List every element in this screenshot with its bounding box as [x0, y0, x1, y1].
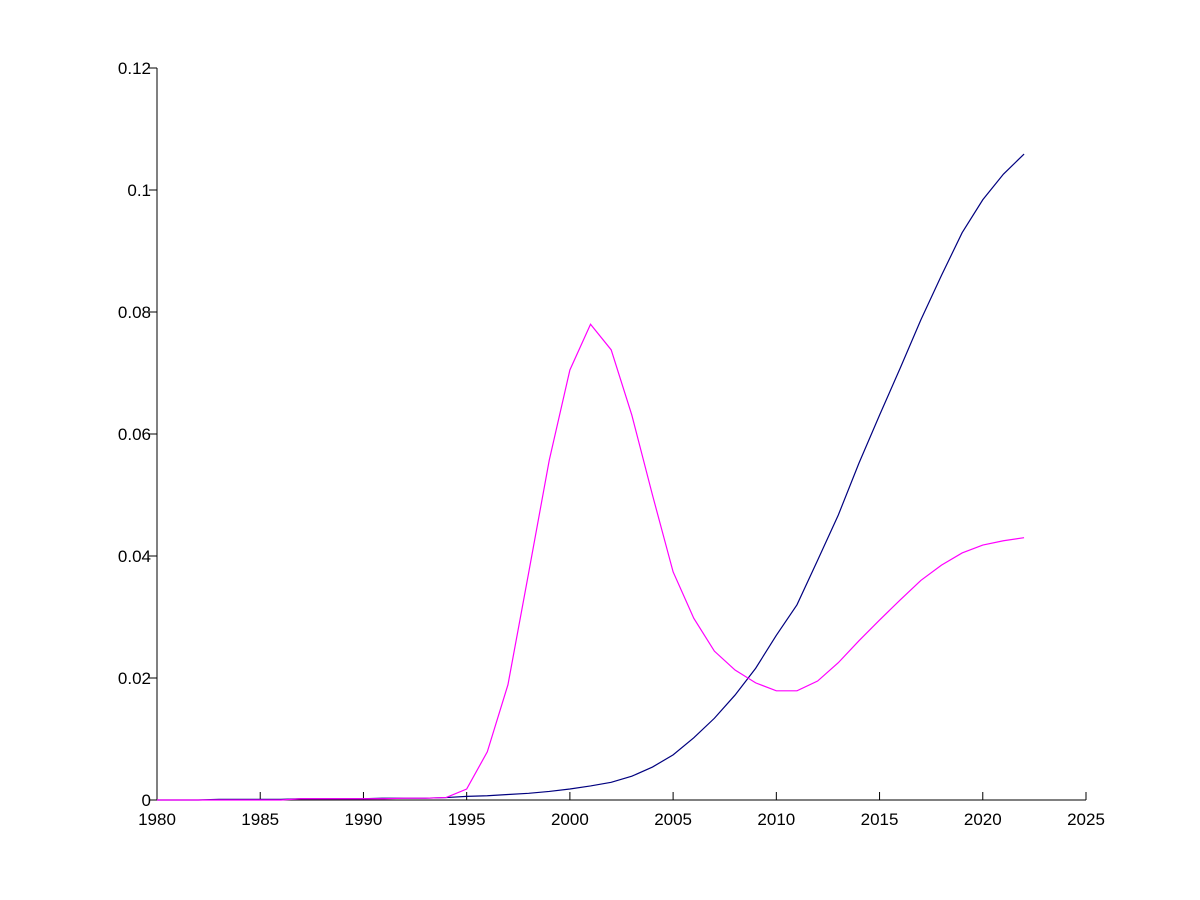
- y-tick-label: 0.08: [118, 303, 151, 322]
- series-line: [157, 153, 1025, 801]
- x-tick-label: 2020: [964, 810, 1002, 829]
- x-tick-label: 2000: [551, 810, 589, 829]
- y-tick-label: 0.1: [127, 181, 151, 200]
- x-tick-label: 1990: [345, 810, 383, 829]
- x-tick-label: 2025: [1067, 810, 1105, 829]
- x-tick-label: 1980: [138, 810, 176, 829]
- y-tick-label: 0.06: [118, 425, 151, 444]
- y-tick-label: 0.04: [118, 547, 151, 566]
- y-tick-label: 0: [142, 791, 151, 810]
- x-tick-label: 1995: [448, 810, 486, 829]
- x-tick-label: 2010: [757, 810, 795, 829]
- x-tick-label: 2015: [861, 810, 899, 829]
- series-line: [157, 323, 1025, 801]
- x-tick-label: 1985: [241, 810, 279, 829]
- x-tick-label: 2005: [654, 810, 692, 829]
- y-tick-label: 0.12: [118, 59, 151, 78]
- y-tick-label: 0.02: [118, 669, 151, 688]
